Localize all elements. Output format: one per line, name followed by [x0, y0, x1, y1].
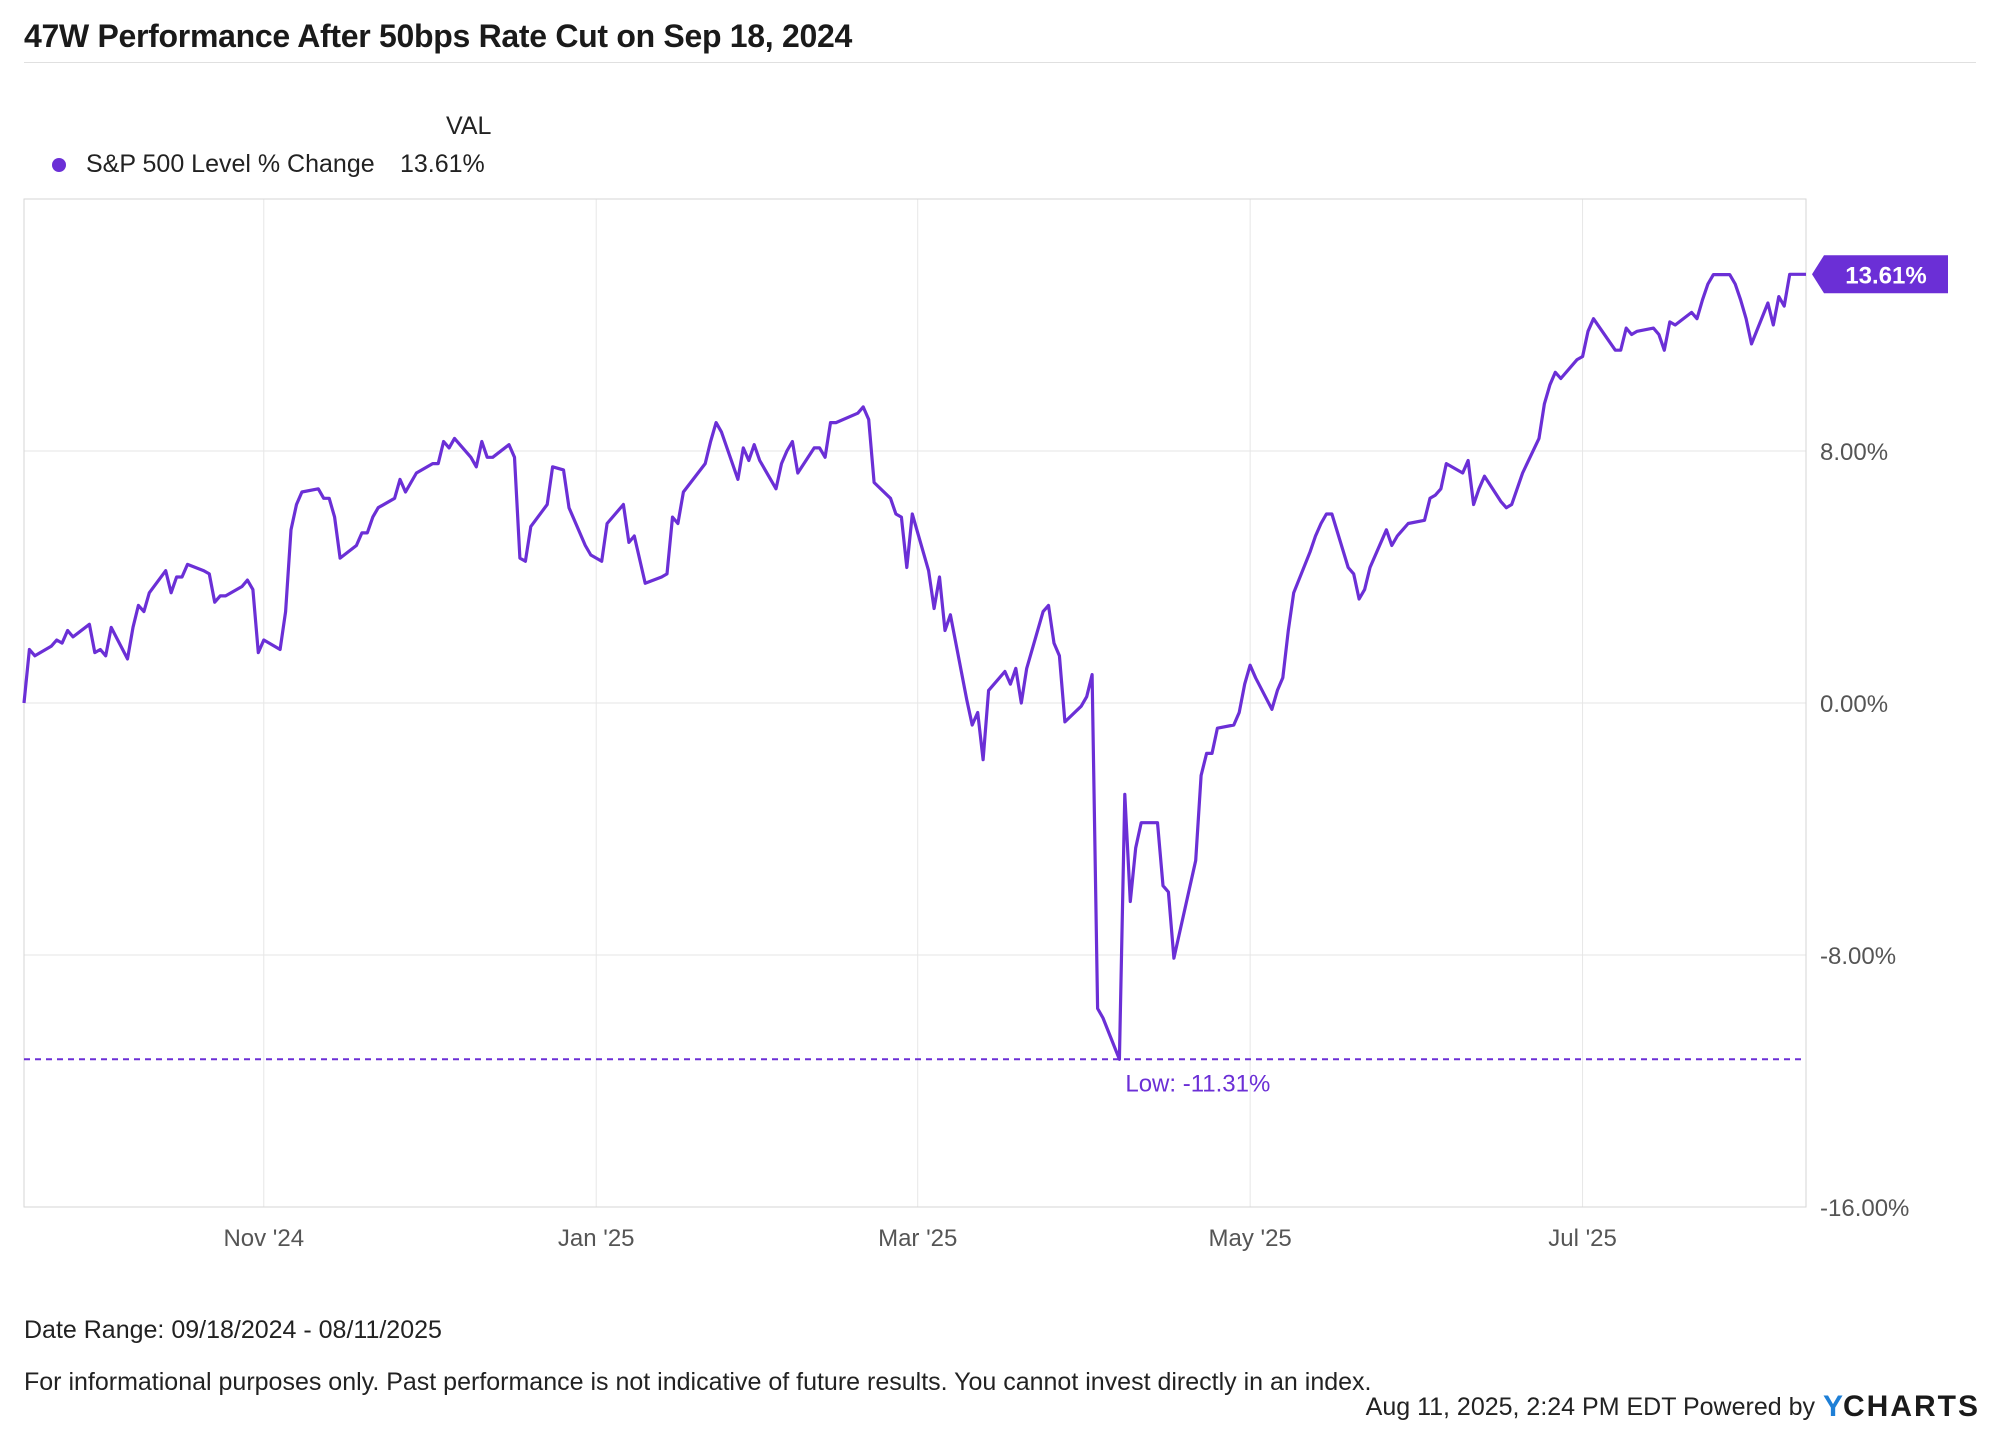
- y-tick-label: 0.00%: [1820, 691, 1888, 718]
- x-tick-label: Jul '25: [1548, 1225, 1617, 1252]
- ycharts-logo[interactable]: Y CHARTS: [1823, 1390, 1980, 1424]
- last-value-badge-text: 13.61%: [1845, 262, 1926, 289]
- x-tick-label: Nov '24: [223, 1225, 304, 1252]
- y-tick-label: 8.00%: [1820, 439, 1888, 466]
- chart-title: 47W Performance After 50bps Rate Cut on …: [24, 18, 852, 54]
- last-value-badge-shape: [1812, 255, 1948, 294]
- y-tick-label: -16.00%: [1820, 1195, 1909, 1222]
- legend-series-value: 13.61%: [400, 150, 485, 178]
- series-line-sp500: [22, 272, 1806, 1061]
- date-range-note: Date Range: 09/18/2024 - 08/11/2025: [24, 1316, 442, 1344]
- grid-layer: [24, 199, 1806, 1207]
- title-divider: [24, 62, 1976, 63]
- legend-entry[interactable]: S&P 500 Level % Change 13.61%: [52, 150, 485, 179]
- x-tick-label: Jan '25: [558, 1225, 635, 1252]
- low-annotation-label: Low: -11.31%: [1125, 1070, 1270, 1097]
- last-value-badge: 13.61%: [1812, 255, 1948, 294]
- legend-series-marker: [52, 157, 66, 172]
- ycharts-logo-y: Y: [1822, 1390, 1843, 1423]
- x-tick-label: May '25: [1208, 1225, 1291, 1252]
- timestamp-text: Aug 11, 2025, 2:24 PM EDT Powered by: [1365, 1392, 1815, 1421]
- legend-column-header: VAL: [446, 112, 492, 140]
- ycharts-logo-text: CHARTS: [1843, 1390, 1980, 1423]
- x-tick-label: Mar '25: [878, 1225, 957, 1252]
- footer-attribution: Aug 11, 2025, 2:24 PM EDT Powered by Y CH…: [1366, 1390, 1980, 1424]
- legend-series-name: S&P 500 Level % Change: [86, 150, 375, 178]
- y-axis-ticks: 8.00% 0.00% -8.00% -16.00%: [1820, 439, 1909, 1222]
- disclaimer-note: For informational purposes only. Past pe…: [24, 1368, 1372, 1396]
- x-axis-ticks: Nov '24 Jan '25 Mar '25 May '25 Jul '25: [223, 1225, 1616, 1252]
- y-tick-label: -8.00%: [1820, 943, 1896, 970]
